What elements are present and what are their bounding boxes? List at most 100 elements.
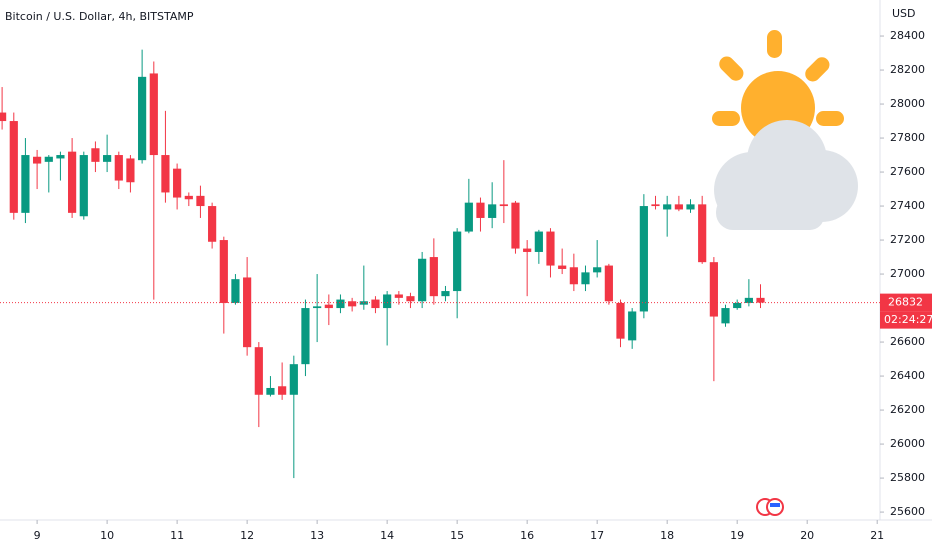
candle-body [709,262,718,317]
candle-body [91,148,100,162]
candle-body [394,294,403,298]
y-tick-label: 26600 [890,335,925,348]
chart-title: Bitcoin / U.S. Dollar, 4h, BITSTAMP [5,10,194,23]
candle-body [581,272,590,285]
countdown-label: 02:24:27 [884,313,932,326]
x-tick-label: 10 [100,529,114,542]
candle-body [604,265,613,302]
candle-body [476,202,485,218]
candle-body [219,240,228,303]
y-tick-label: 28200 [890,63,925,76]
candle-body [324,304,333,309]
currency-label: USD [892,7,916,20]
candle-body [114,155,123,181]
y-tick-label: 26400 [890,369,925,382]
candle-body [593,267,602,273]
candle-body [21,155,30,213]
y-tick-label: 25800 [890,471,925,484]
x-tick-label: 11 [170,529,184,542]
candle-body [254,347,263,395]
candle-body [126,158,135,183]
candle-body [301,308,310,365]
candle-body [639,206,648,312]
y-tick-label: 27800 [890,131,925,144]
candle-body [488,204,497,218]
candle-body [278,386,287,395]
candle-body [756,297,765,303]
candle-body [453,231,462,292]
candle-body [511,202,520,249]
candle-body [721,308,730,324]
x-tick-label: 13 [310,529,324,542]
candle-body [336,299,345,309]
candle-body [418,258,427,302]
candle-body [138,76,147,161]
candle-body [499,204,508,207]
weather-icon [712,30,858,230]
candle-body [441,291,450,297]
last-price-label: 26832 [888,296,923,309]
x-tick-label: 18 [660,529,674,542]
logo [756,498,784,516]
candle-body [79,155,88,217]
candle-body [628,311,637,341]
candle-body [464,202,473,232]
candle-body [289,364,298,395]
candle-body [698,204,707,263]
candle-body [348,301,357,307]
y-tick-label: 25600 [890,505,925,518]
candle-body [184,195,193,200]
candle-body [406,296,415,302]
x-tick-label: 16 [520,529,534,542]
candle-body [733,302,742,309]
candle-body [33,156,42,164]
candle-body [616,302,625,339]
candle-body [686,204,695,210]
y-tick-label: 26000 [890,437,925,450]
candle-body [651,204,660,207]
y-tick-label: 27600 [890,165,925,178]
x-tick-label: 17 [590,529,604,542]
x-tick-label: 20 [800,529,814,542]
candle-body [173,168,182,198]
candle-body [569,267,578,285]
last-price-tag [880,293,932,312]
candle-body [208,206,217,242]
candle-body [546,231,555,266]
candle-body [231,279,240,303]
candle-body [523,248,532,252]
y-tick-label: 28400 [890,29,925,42]
candle-body [44,156,53,162]
x-tick-label: 9 [34,529,41,542]
candle-body [383,294,392,309]
candle-body [68,151,77,213]
countdown-tag [880,311,932,329]
candle-body [663,204,672,210]
candle-body [744,297,753,303]
candle-body [243,277,252,348]
candle-body [266,387,275,395]
y-tick-label: 28000 [890,97,925,110]
candle-body [371,299,380,309]
candle-body [558,265,567,269]
x-tick-label: 12 [240,529,254,542]
x-tick-label: 19 [730,529,744,542]
candle-body [9,121,18,213]
candle-body [534,231,543,252]
candle-body [429,257,438,297]
y-tick-label: 27200 [890,233,925,246]
candle-body [313,306,322,309]
x-tick-label: 21 [870,529,884,542]
candle-body [0,112,7,122]
candle-body [56,155,65,159]
candle-body [103,155,112,162]
y-tick-label: 26200 [890,403,925,416]
x-tick-label: 14 [380,529,394,542]
candle-body [674,204,683,210]
y-tick-label: 27400 [890,199,925,212]
y-tick-label: 27000 [890,267,925,280]
candle-body [149,73,158,156]
x-tick-label: 15 [450,529,464,542]
candle-body [196,195,205,207]
